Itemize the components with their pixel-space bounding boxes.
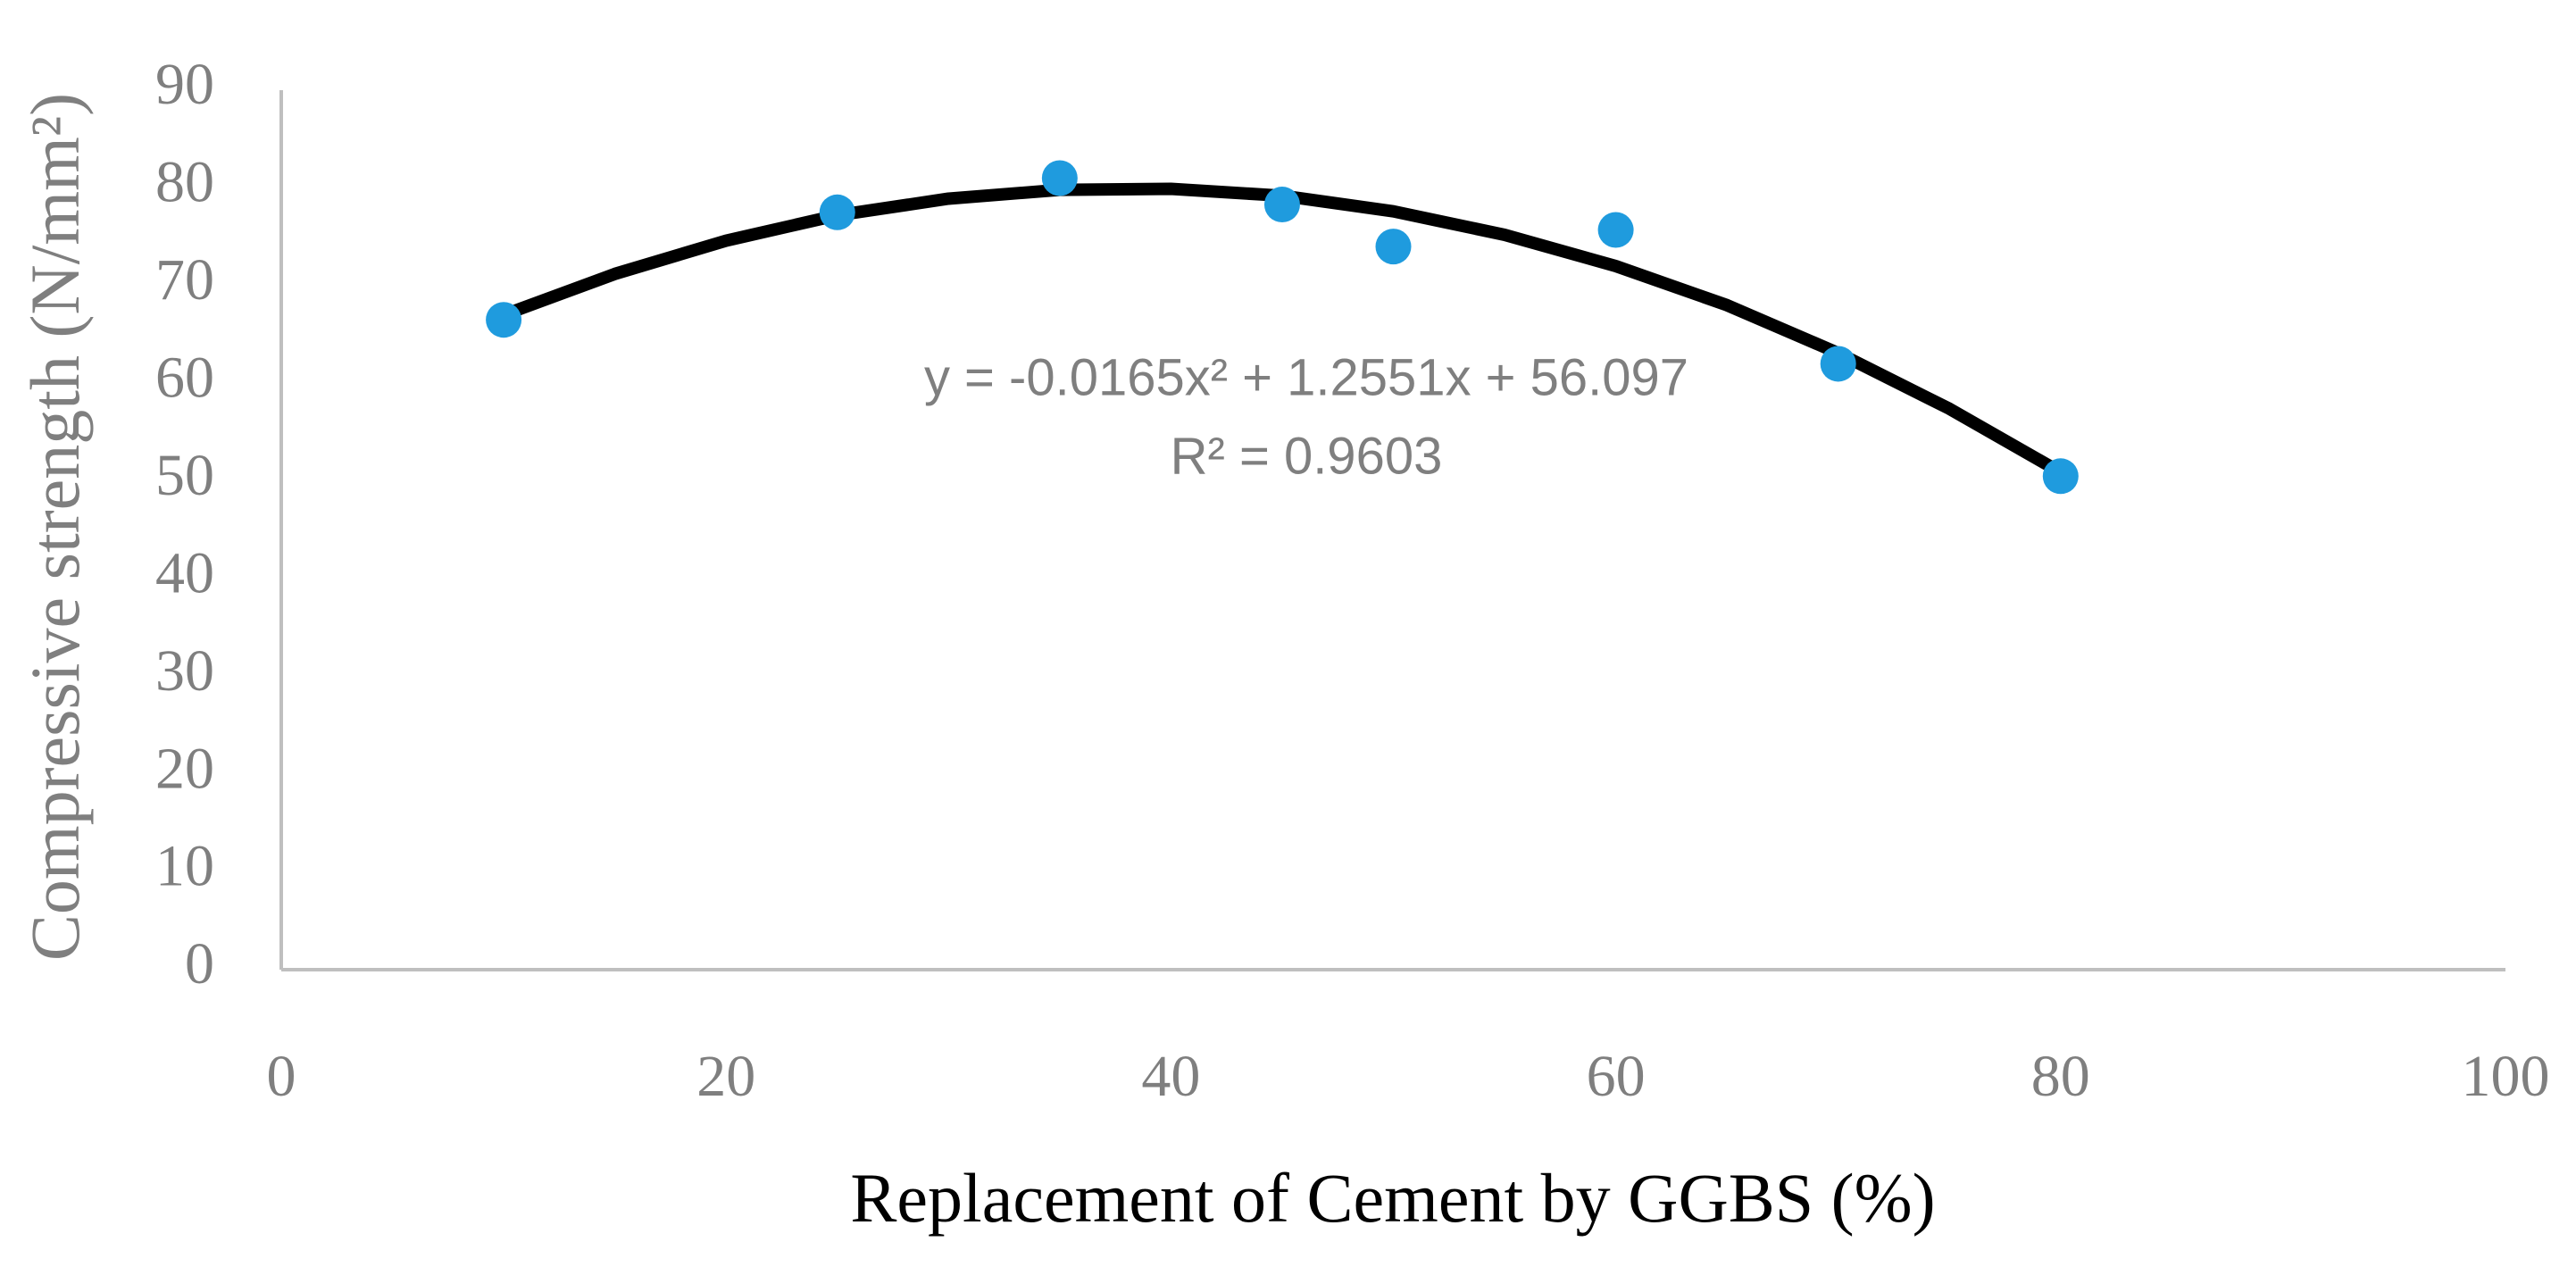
- x-tick-label: 100: [2462, 1044, 2550, 1109]
- data-point: [1263, 187, 1300, 223]
- y-tick-label: 60: [155, 345, 214, 410]
- data-point: [1820, 346, 1856, 382]
- y-tick-label: 90: [155, 52, 214, 117]
- data-point: [819, 194, 855, 230]
- data-point: [1041, 160, 1078, 196]
- y-tick-label: 0: [185, 931, 214, 996]
- x-tick-label: 80: [2031, 1044, 2090, 1109]
- r-squared: R² = 0.9603: [1171, 427, 1443, 485]
- y-tick-label: 80: [155, 150, 214, 215]
- x-tick-label: 0: [267, 1044, 296, 1109]
- y-tick-label: 10: [155, 834, 214, 899]
- y-axis-title: Compressive strength (N/mm²): [16, 93, 94, 961]
- data-point: [486, 302, 522, 338]
- equation: y = -0.0165x² + 1.2551x + 56.097: [924, 348, 1688, 406]
- y-tick-label: 30: [155, 638, 214, 704]
- x-tick-label: 40: [1141, 1044, 1200, 1109]
- y-tick-label: 40: [155, 540, 214, 605]
- data-point: [1375, 229, 1412, 265]
- x-tick-label: 20: [696, 1044, 755, 1109]
- y-tick-label: 50: [155, 443, 214, 508]
- x-axis-title: Replacement of Cement by GGBS (%): [850, 1159, 1935, 1237]
- data-point: [2042, 458, 2079, 495]
- y-tick-label: 20: [155, 736, 214, 801]
- data-point: [1597, 212, 1634, 248]
- x-tick-label: 60: [1587, 1044, 1646, 1109]
- y-tick-label: 70: [155, 247, 214, 313]
